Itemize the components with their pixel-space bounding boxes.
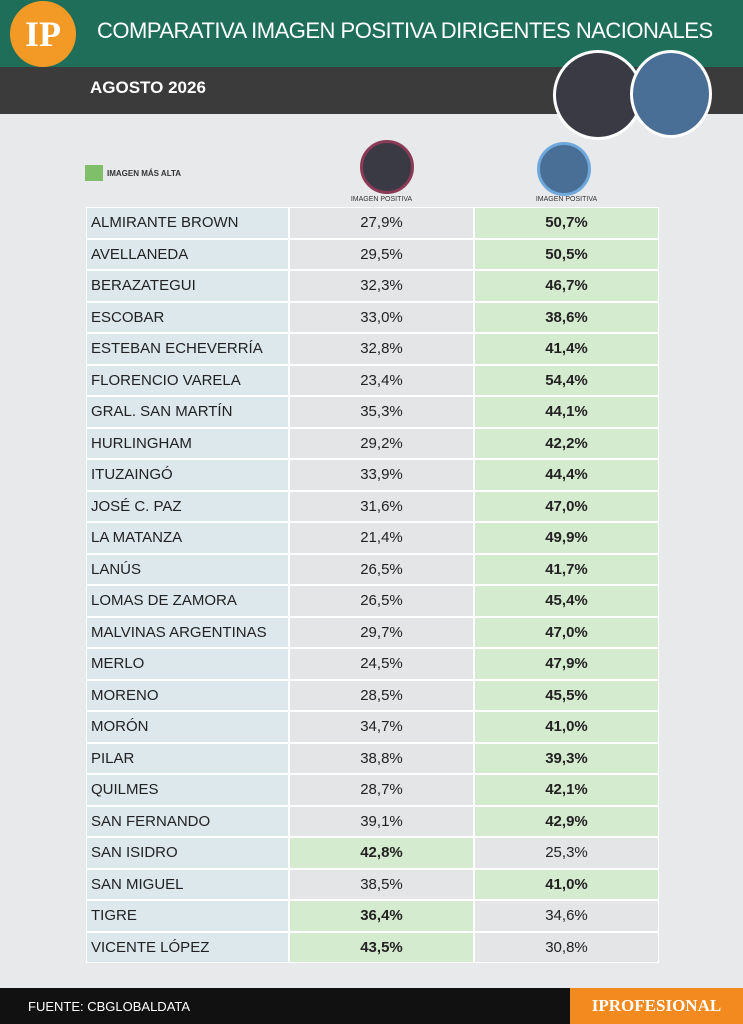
row-label: BERAZATEGUI	[86, 270, 289, 302]
value-cell: 28,5%	[289, 679, 474, 711]
row-label: LOMAS DE ZAMORA	[86, 585, 289, 617]
row-label: MORENO	[86, 679, 289, 711]
value-cell: 47,9%	[474, 648, 659, 680]
value-cell: 21,4%	[289, 522, 474, 554]
value-cell: 39,1%	[289, 805, 474, 837]
column-header: IMAGEN POSITIVA	[535, 196, 598, 203]
row-label: ESTEBAN ECHEVERRÍA	[86, 333, 289, 365]
value-cell: 45,4%	[474, 585, 659, 617]
value-cell: 36,4%	[289, 900, 474, 932]
value-cell: 42,2%	[474, 427, 659, 459]
row-label: SAN ISIDRO	[86, 837, 289, 869]
row-label: ALMIRANTE BROWN	[86, 207, 289, 239]
value-cell: 45,5%	[474, 679, 659, 711]
value-cell: 34,6%	[474, 900, 659, 932]
avatar	[360, 140, 414, 194]
value-cell: 33,9%	[289, 459, 474, 491]
row-label: QUILMES	[86, 774, 289, 806]
value-cell: 42,1%	[474, 774, 659, 806]
value-cell: 25,3%	[474, 837, 659, 869]
value-cell: 26,5%	[289, 585, 474, 617]
row-label: LANÚS	[86, 553, 289, 585]
row-label: PILAR	[86, 742, 289, 774]
value-cell: 46,7%	[474, 270, 659, 302]
avatar	[537, 142, 591, 196]
column-header: IMAGEN POSITIVA	[350, 196, 413, 203]
value-cell: 50,7%	[474, 207, 659, 239]
value-cell: 44,1%	[474, 396, 659, 428]
row-label: MERLO	[86, 648, 289, 680]
row-label: MALVINAS ARGENTINAS	[86, 616, 289, 648]
value-cell: 47,0%	[474, 490, 659, 522]
value-cell: 30,8%	[474, 931, 659, 963]
row-label: MORÓN	[86, 711, 289, 743]
value-cell: 41,7%	[474, 553, 659, 585]
value-cell: 24,5%	[289, 648, 474, 680]
value-cell: 32,3%	[289, 270, 474, 302]
photo	[553, 50, 643, 140]
value-cell: 32,8%	[289, 333, 474, 365]
value-cell: 41,0%	[474, 711, 659, 743]
value-cell: 31,6%	[289, 490, 474, 522]
logo: IP	[10, 1, 76, 67]
value-cell: 43,5%	[289, 931, 474, 963]
photo	[630, 50, 712, 138]
value-cell: 33,0%	[289, 301, 474, 333]
value-cell: 41,4%	[474, 333, 659, 365]
row-label: SAN MIGUEL	[86, 868, 289, 900]
value-cell: 50,5%	[474, 238, 659, 270]
value-cell: 35,3%	[289, 396, 474, 428]
value-cell: 39,3%	[474, 742, 659, 774]
value-cell: 41,0%	[474, 868, 659, 900]
value-cell: 28,7%	[289, 774, 474, 806]
value-cell: 49,9%	[474, 522, 659, 554]
brand: IPROFESIONAL	[570, 988, 743, 1024]
legend-label: IMAGEN MÁS ALTA	[107, 169, 182, 178]
value-cell: 38,6%	[474, 301, 659, 333]
row-label: ESCOBAR	[86, 301, 289, 333]
row-label: AVELLANEDA	[86, 238, 289, 270]
value-cell: 34,7%	[289, 711, 474, 743]
row-label: GRAL. SAN MARTÍN	[86, 396, 289, 428]
value-cell: 42,9%	[474, 805, 659, 837]
value-cell: 29,2%	[289, 427, 474, 459]
row-label: HURLINGHAM	[86, 427, 289, 459]
value-cell: 29,7%	[289, 616, 474, 648]
row-label: LA MATANZA	[86, 522, 289, 554]
value-cell: 27,9%	[289, 207, 474, 239]
row-label: VICENTE LÓPEZ	[86, 931, 289, 963]
value-cell: 26,5%	[289, 553, 474, 585]
title: COMPARATIVA IMAGEN POSITIVA DIRIGENTES N…	[97, 18, 713, 43]
value-cell: 54,4%	[474, 364, 659, 396]
row-label: TIGRE	[86, 900, 289, 932]
value-cell: 38,8%	[289, 742, 474, 774]
row-label: JOSÉ C. PAZ	[86, 490, 289, 522]
value-cell: 23,4%	[289, 364, 474, 396]
legend-swatch	[85, 165, 103, 181]
value-cell: 29,5%	[289, 238, 474, 270]
row-label: ITUZAINGÓ	[86, 459, 289, 491]
value-cell: 47,0%	[474, 616, 659, 648]
row-label: SAN FERNANDO	[86, 805, 289, 837]
date: AGOSTO 2026	[90, 78, 206, 97]
source: FUENTE: CBGLOBALDATA	[28, 999, 191, 1014]
value-cell: 38,5%	[289, 868, 474, 900]
row-label: FLORENCIO VARELA	[86, 364, 289, 396]
value-cell: 42,8%	[289, 837, 474, 869]
value-cell: 44,4%	[474, 459, 659, 491]
